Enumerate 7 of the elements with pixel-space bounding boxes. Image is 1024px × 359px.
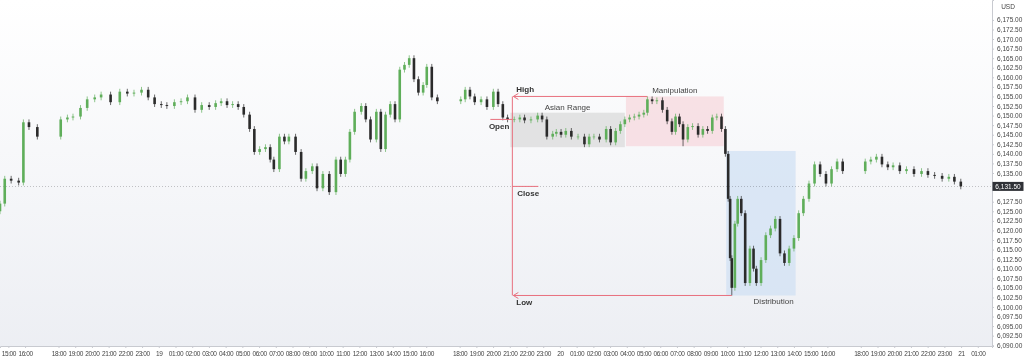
annotation: High (516, 85, 535, 95)
band-label: Manipulation (652, 86, 698, 96)
band-label: Asian Range (544, 102, 592, 112)
annotation: Close (517, 189, 540, 199)
annotation: Low (516, 298, 534, 308)
band-label: Distribution (753, 297, 794, 307)
annotation: Open (488, 122, 510, 132)
